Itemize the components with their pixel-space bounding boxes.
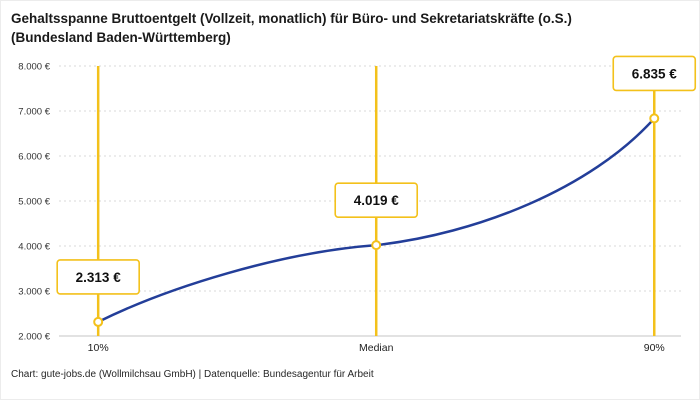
data-point-marker [371, 239, 382, 250]
y-axis-tick-label: 7.000 € [18, 106, 50, 117]
y-axis-tick-label: 2.000 € [18, 331, 50, 342]
salary-range-chart: 2.000 € 3.000 € 4.000 € 5.000 € 6.000 € 7.000… [18, 55, 697, 354]
value-callout-label: 4.019 € [354, 193, 400, 208]
data-point-marker [649, 113, 660, 124]
y-axis-tick-label: 3.000 € [18, 286, 50, 297]
y-axis-tick-label: 5.000 € [18, 196, 50, 207]
x-axis-tick-label: Median [359, 342, 394, 354]
value-callout: 4.019 € [334, 182, 419, 218]
y-axis-tick-label: 8.000 € [18, 61, 50, 72]
value-callout: 2.313 € [56, 258, 140, 295]
value-callout-label: 2.313 € [76, 270, 122, 285]
data-point-marker [93, 316, 104, 327]
x-axis-tick-label: 10% [88, 342, 109, 354]
x-axis-tick-label: 90% [644, 342, 665, 354]
value-callout-label: 6.835 € [632, 66, 678, 81]
y-axis-tick-label: 6.000 € [18, 151, 50, 162]
chart-title: Gehaltsspanne Bruttoentgelt (Vollzeit, m… [11, 11, 572, 45]
value-callout: 6.835 € [612, 55, 697, 92]
chart-attribution: Chart: gute-jobs.de (Wollmilchsau GmbH) … [11, 368, 374, 380]
y-axis-tick-label: 4.000 € [18, 241, 50, 252]
